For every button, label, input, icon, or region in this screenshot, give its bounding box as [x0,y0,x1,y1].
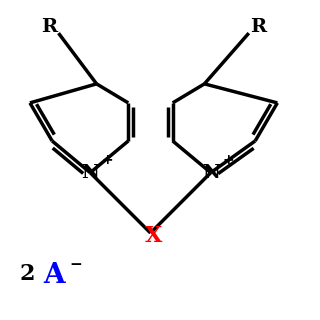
Text: −: − [69,257,82,272]
Text: R: R [250,18,267,36]
Text: +: + [222,153,234,167]
Text: N: N [81,164,99,182]
Text: A: A [43,262,65,289]
Text: 2: 2 [19,263,35,285]
Text: +: + [102,153,114,167]
Text: R: R [41,18,57,36]
Text: X: X [145,225,162,247]
Text: N: N [202,164,220,182]
